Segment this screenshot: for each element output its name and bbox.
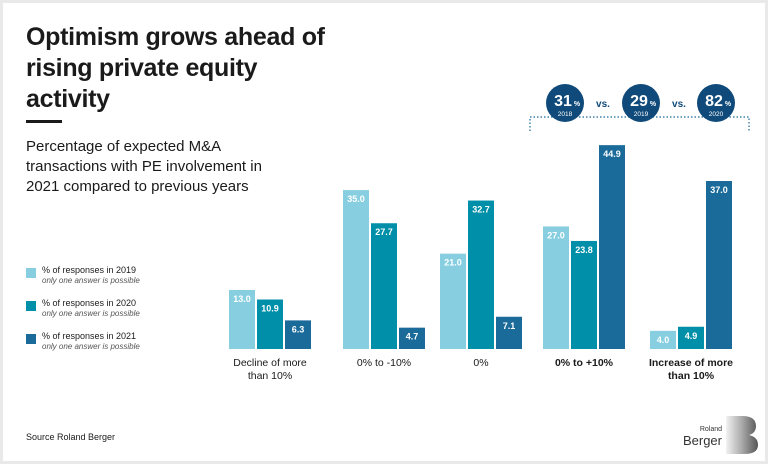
bar	[285, 320, 311, 349]
legend-label: % of responses in 2020	[42, 298, 137, 308]
year-badge	[622, 84, 660, 122]
data-label: 44.9	[603, 149, 621, 159]
legend-note: only one answer is possible	[42, 309, 140, 318]
legend-label: % of responses in 2019	[42, 265, 137, 275]
chart-subtitle: Percentage of expected M&A transactions …	[26, 138, 262, 195]
badge-year: 2019	[634, 111, 649, 118]
data-label: 37.0	[710, 185, 728, 195]
category-label: 0% to -10%	[357, 357, 411, 369]
data-label: 23.8	[575, 245, 593, 255]
badge-unit: %	[650, 101, 657, 108]
bar	[229, 289, 255, 349]
vs-separator: vs.	[672, 99, 686, 110]
bar	[440, 253, 466, 349]
legend-swatch-2021	[26, 334, 36, 344]
data-label: 4.9	[685, 331, 698, 341]
data-label: 4.7	[406, 332, 419, 342]
badge-unit: %	[574, 101, 581, 108]
source-note: Source Roland Berger	[26, 432, 116, 442]
data-label: 7.1	[503, 321, 516, 331]
bar	[371, 223, 397, 349]
logo-text-bottom: Berger	[683, 433, 723, 448]
category-label: than 10%	[248, 370, 292, 382]
badge-value: 82	[705, 93, 723, 110]
bar	[468, 200, 494, 349]
category-label: than 10%	[668, 370, 715, 382]
category-label: 0% to +10%	[555, 357, 614, 369]
badge-value: 31	[554, 93, 572, 110]
data-label: 13.0	[233, 294, 251, 304]
bar	[496, 316, 522, 349]
category-label: Increase of more	[649, 357, 733, 369]
roland-berger-logo: Roland Berger	[683, 416, 758, 454]
badge-year: 2020	[709, 111, 724, 118]
legend-label: % of responses in 2021	[42, 331, 137, 341]
data-label: 4.0	[657, 335, 670, 345]
category-label: 0%	[473, 357, 488, 369]
logo-b-mark-icon	[726, 416, 758, 454]
logo-text-top: Roland	[700, 426, 722, 433]
data-label: 35.0	[347, 194, 365, 204]
bar	[706, 181, 732, 349]
bar	[599, 145, 625, 349]
badge-unit: %	[725, 101, 732, 108]
bar	[399, 327, 425, 349]
data-label: 32.7	[472, 205, 490, 215]
bar	[257, 299, 283, 349]
bar	[571, 240, 597, 349]
vs-separator: vs.	[596, 99, 610, 110]
year-badge	[697, 84, 735, 122]
category-label: Decline of more	[233, 357, 307, 369]
data-label: 27.0	[547, 230, 565, 240]
badge-year: 2018	[558, 111, 573, 118]
data-label: 6.3	[292, 324, 305, 334]
legend-swatch-2020	[26, 301, 36, 311]
bar	[543, 226, 569, 349]
legend-swatch-2019	[26, 268, 36, 278]
bar	[650, 330, 676, 349]
bar	[343, 190, 369, 349]
title-divider	[26, 120, 62, 123]
data-label: 10.9	[261, 304, 279, 314]
bar	[678, 326, 704, 349]
data-label: 21.0	[444, 258, 462, 268]
legend-note: only one answer is possible	[42, 276, 140, 285]
year-badge	[546, 84, 584, 122]
legend-note: only one answer is possible	[42, 342, 140, 351]
data-label: 27.7	[375, 227, 393, 237]
page-title: Optimism grows ahead of rising private e…	[26, 23, 325, 113]
badge-value: 29	[630, 93, 648, 110]
